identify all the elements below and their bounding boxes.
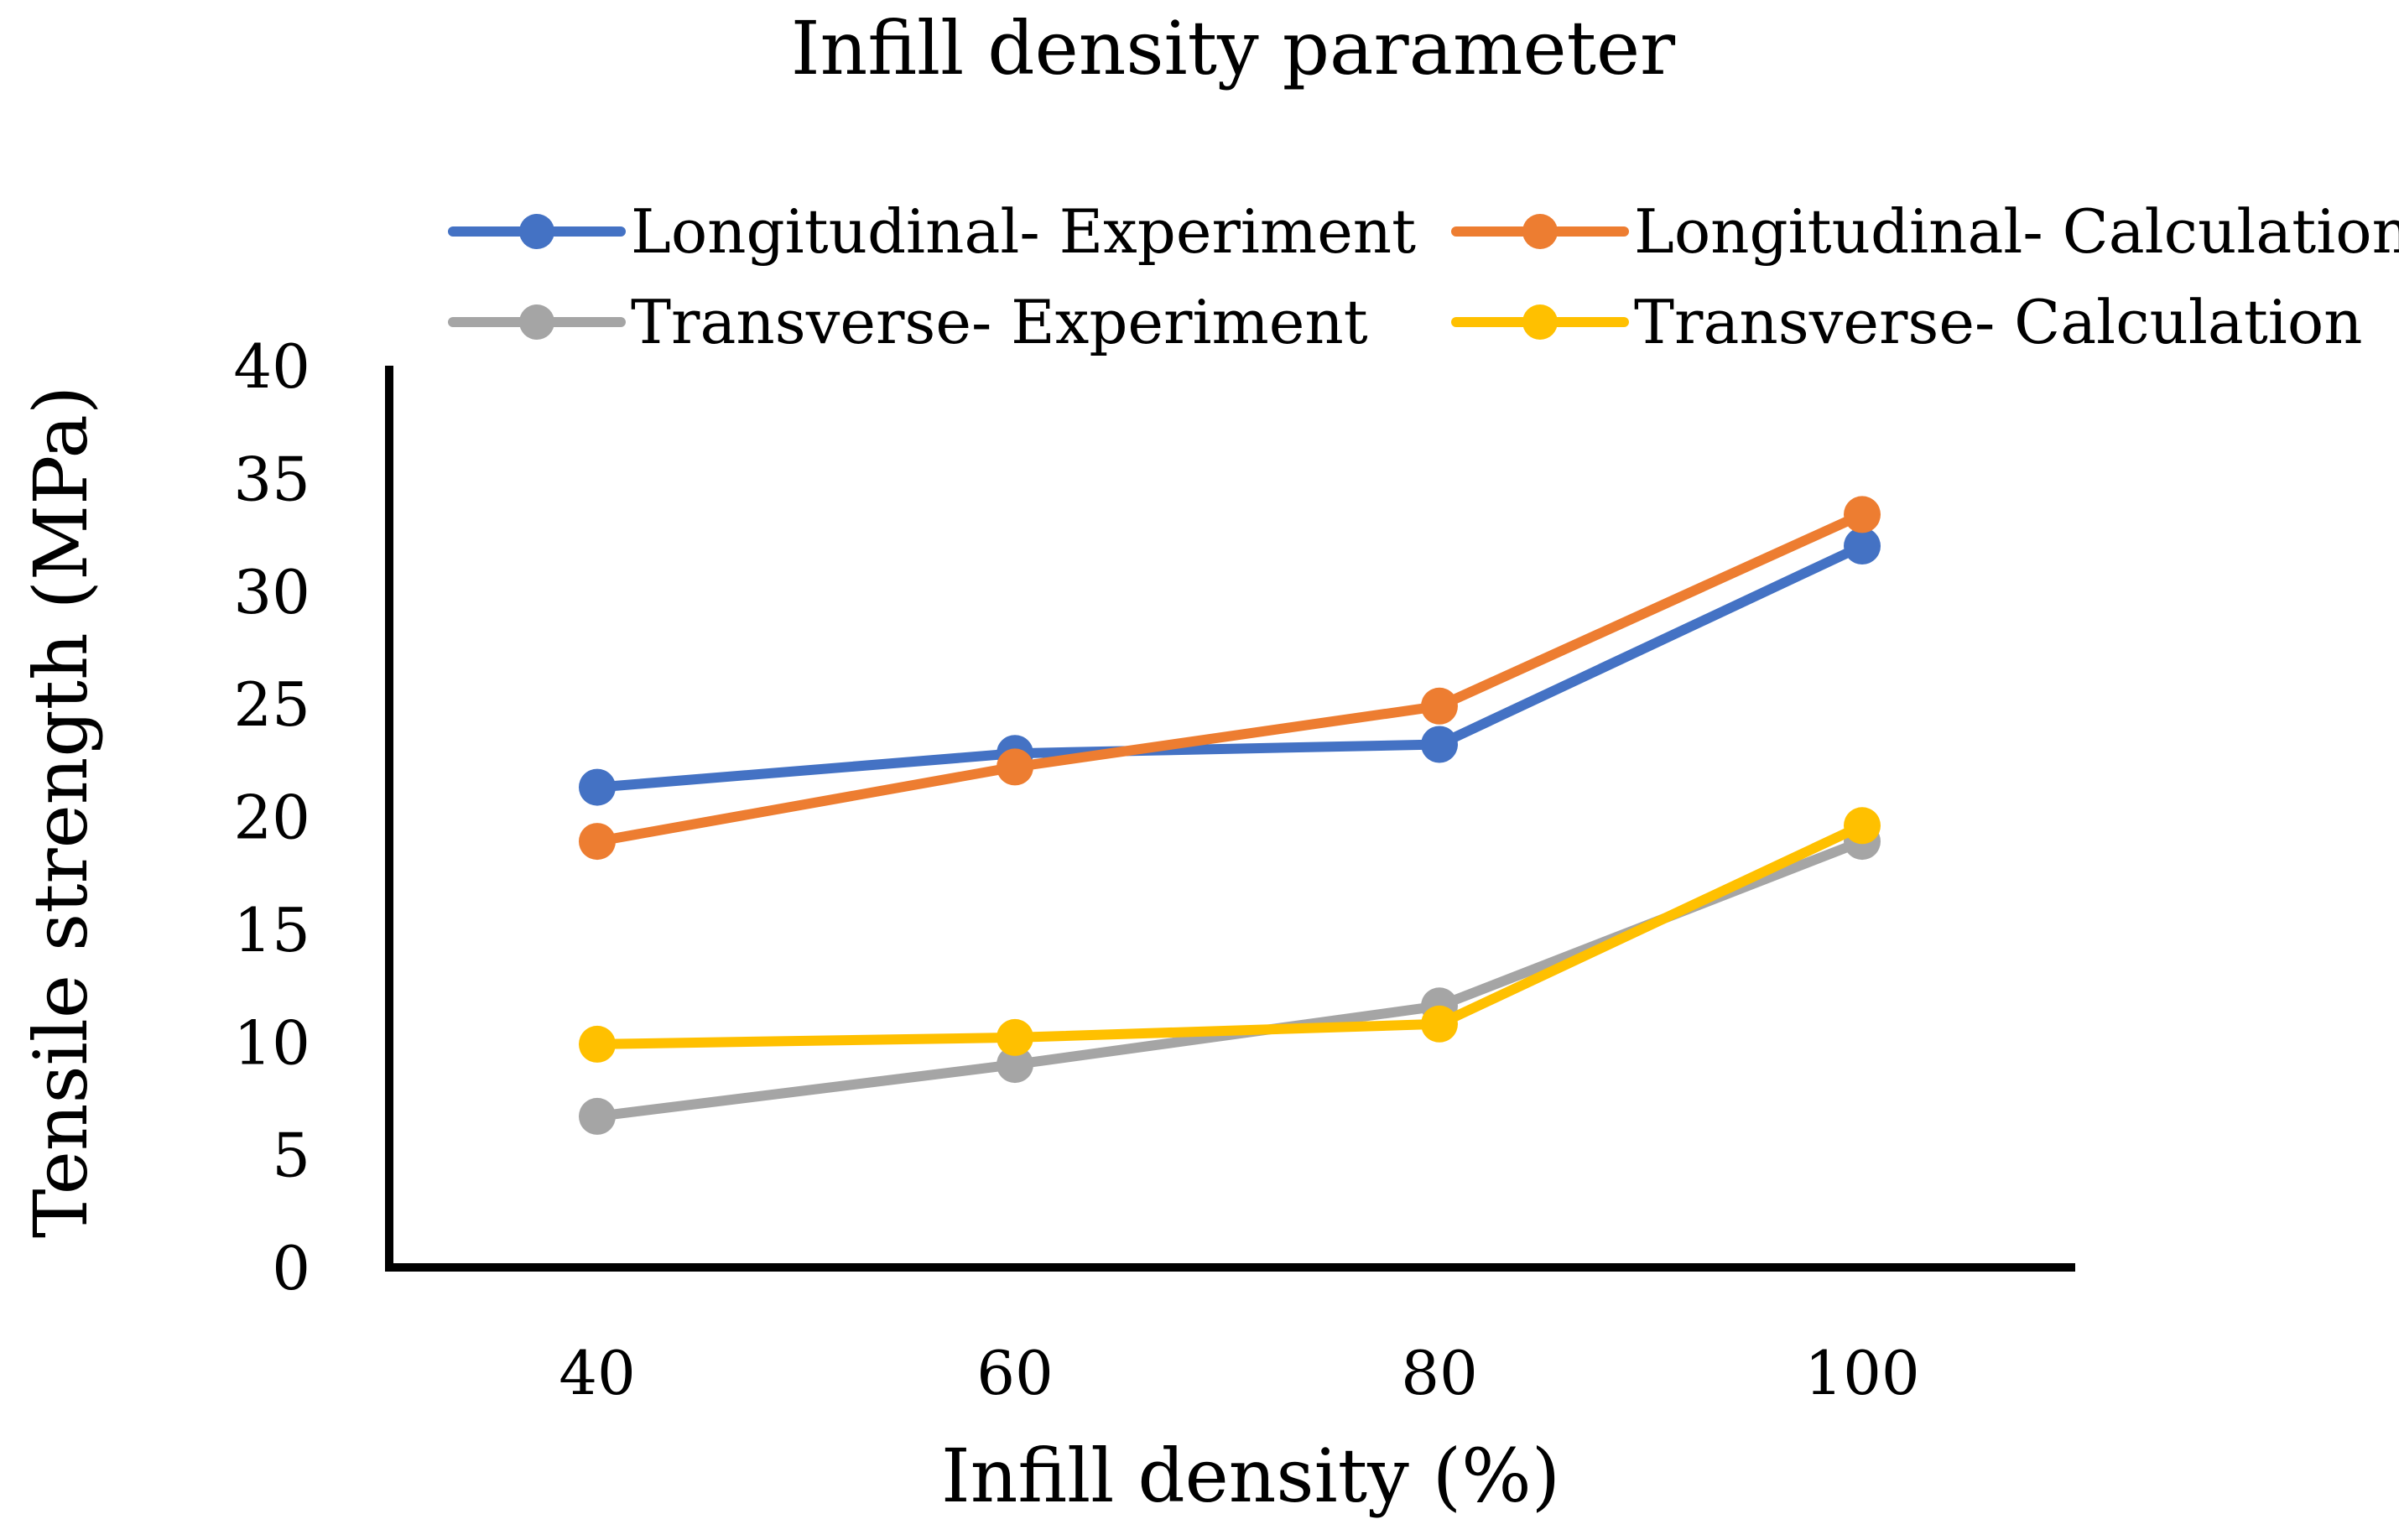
series-line (592, 509, 1867, 847)
y-tick-label: 20 (233, 783, 310, 853)
series-1 (579, 496, 1881, 861)
y-tick-label: 5 (272, 1121, 310, 1191)
series-3 (579, 807, 1881, 1063)
legend-label: Longitudinal- Experiment (631, 196, 1416, 267)
y-tick-label: 0 (272, 1233, 310, 1303)
x-tick-label: 80 (1401, 1338, 1478, 1408)
plot-area (579, 496, 1881, 1135)
series-0 (579, 528, 1881, 806)
series-line (592, 836, 1867, 1121)
legend-label: Transverse- Calculation (1634, 287, 2363, 357)
chart-title: Infill density parameter (791, 5, 1676, 91)
data-point (579, 823, 616, 861)
legend-item: Longitudinal- Calculation (1451, 196, 2399, 267)
y-tick-label: 40 (233, 331, 310, 402)
data-point (1844, 807, 1881, 845)
legend-item: Transverse- Calculation (1451, 287, 2363, 357)
y-tick-label: 15 (233, 895, 310, 965)
legend-label: Longitudinal- Calculation (1634, 196, 2399, 267)
x-axis-ticks: 40 60 80 100 (559, 1338, 1920, 1408)
x-axis-label: Infill density (%) (941, 1433, 1560, 1519)
data-point (1421, 1005, 1458, 1043)
data-point (1844, 496, 1881, 533)
y-tick-label: 30 (233, 557, 310, 627)
data-point (997, 1018, 1033, 1056)
data-point (579, 1025, 616, 1063)
y-tick-label: 25 (233, 669, 310, 740)
x-tick-label: 100 (1804, 1338, 1919, 1408)
legend-swatch-marker (1522, 304, 1558, 340)
legend-label: Transverse- Experiment (631, 287, 1368, 357)
x-tick-label: 40 (559, 1338, 636, 1408)
x-tick-label: 60 (976, 1338, 1054, 1408)
legend-swatch-marker (519, 304, 554, 340)
y-axis-ticks: 0 5 10 15 20 25 30 35 40 (233, 331, 310, 1303)
legend-swatch-marker (519, 214, 554, 249)
data-point (1421, 726, 1458, 763)
data-point (997, 1046, 1033, 1084)
series-line (592, 820, 1867, 1049)
legend-item: Transverse- Experiment (448, 287, 1368, 357)
legend-swatch-marker (1522, 214, 1558, 249)
y-tick-label: 35 (233, 444, 310, 514)
series-2 (579, 823, 1881, 1135)
data-point (1421, 687, 1458, 725)
data-point (579, 768, 616, 806)
data-point (579, 1097, 616, 1135)
legend: Longitudinal- Experiment Longitudinal- Ca… (448, 196, 2399, 357)
data-point (1844, 528, 1881, 564)
series-line (592, 541, 1867, 793)
legend-item: Longitudinal- Experiment (448, 196, 1416, 267)
y-tick-label: 10 (233, 1007, 310, 1078)
y-axis-label: Tensile strength (MPa) (18, 386, 104, 1238)
data-point (997, 748, 1033, 786)
